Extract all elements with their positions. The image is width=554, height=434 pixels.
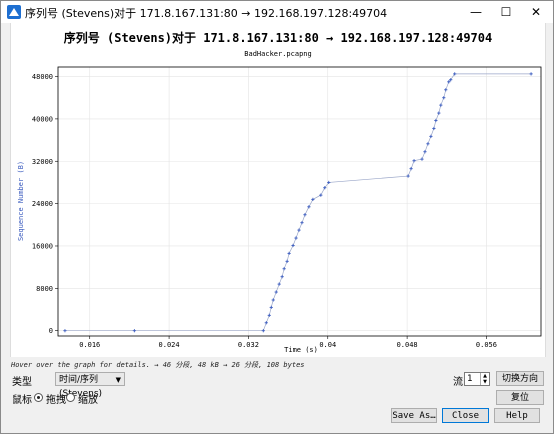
y-axis-ticks: 0 8000 16000 24000 32000 40000 48000 [32,73,58,335]
graph-type-select[interactable]: 时间/序列 (Stevens) ▼ [55,372,125,399]
zoom-radio-label[interactable]: 缩放 [78,395,98,406]
data-point [291,243,295,248]
data-point [447,80,451,84]
data-point [271,298,275,302]
type-label: 类型 [12,377,32,388]
data-point [277,282,281,286]
window-title: 序列号 (Stevens)对于 171.8.167.131:80 → 192.1… [25,7,388,20]
chart-subtitle: BadHacker.pcapng [244,50,311,58]
spin-arrows-icon[interactable]: ▲ ▼ [480,373,489,385]
y-axis-label: Sequence Number (B) [17,161,25,241]
x-tick-label: 0.04 [319,341,336,349]
plot-frame [57,66,542,337]
data-point [453,72,457,76]
data-point [426,142,430,146]
data-point [287,251,291,255]
data-point [412,159,416,163]
data-point [261,329,265,333]
data-point [297,228,301,232]
drag-radio[interactable] [34,393,43,402]
data-point [437,111,441,115]
y-tick-label: 40000 [32,115,53,123]
x-tick-label: 0.032 [238,341,259,349]
data-point [323,186,327,190]
x-tick-label: 0.016 [79,341,100,349]
data-point [434,118,438,123]
data-point [420,157,424,161]
data-point [132,329,136,333]
data-point [300,221,304,225]
x-tick-label: 0.024 [159,341,180,349]
minimize-button[interactable]: — [470,5,482,19]
data-point [319,193,323,197]
data-point [327,180,331,185]
help-button[interactable]: Help [494,408,540,423]
data-point [303,213,307,217]
grid-lines [58,67,541,336]
data-point [264,321,268,325]
data-point [294,236,298,240]
y-tick-label: 48000 [32,73,53,81]
stream-spinbox[interactable]: 1 ▲ ▼ [464,372,490,386]
data-point [449,78,453,82]
reset-button[interactable]: 复位 [496,390,544,405]
mouse-label: 鼠标 [12,395,32,406]
data-point [307,205,311,209]
data-point [285,259,289,263]
save-as-button[interactable]: Save As… [391,408,437,423]
x-axis-ticks: 0.016 0.024 0.032 0.04 0.048 0.056 [79,336,497,349]
data-point [429,134,433,138]
stream-label: 流 [453,377,463,388]
switch-direction-button[interactable]: 切换方向 [496,371,544,386]
data-point [409,167,413,171]
y-tick-label: 16000 [32,242,53,250]
data-point [274,290,278,294]
y-tick-label: 32000 [32,158,53,166]
data-point [269,305,273,310]
y-tick-label: 8000 [36,285,53,293]
title-bar[interactable]: 序列号 (Stevens)对于 171.8.167.131:80 → 192.1… [1,1,553,23]
chart-title: 序列号 (Stevens)对于 171.8.167.131:80 → 192.1… [64,30,492,45]
data-point [282,267,286,271]
sequence-line [64,73,532,332]
data-points [63,72,533,333]
drag-radio-label[interactable]: 拖拽 [46,395,66,406]
close-button[interactable]: Close [442,408,489,423]
y-tick-label: 24000 [32,200,53,208]
data-point [432,126,436,131]
graph-type-value: 时间/序列 (Stevens) [59,375,103,399]
data-point [529,72,533,76]
data-point [267,313,271,317]
y-tick-label: 0 [49,327,53,335]
data-point [311,197,315,201]
graph-area[interactable]: 序列号 (Stevens)对于 171.8.167.131:80 → 192.1… [10,23,546,357]
chevron-down-icon: ▼ [115,376,121,384]
close-window-button[interactable]: ✕ [530,5,542,19]
data-point [63,329,67,333]
x-tick-label: 0.056 [476,341,497,349]
sequence-chart[interactable]: 序列号 (Stevens)对于 171.8.167.131:80 → 192.1… [11,23,545,357]
data-point [406,174,410,178]
wireshark-fin-icon [7,5,21,19]
status-hint: Hover over the graph for details. → 46 分… [11,361,305,369]
x-tick-label: 0.048 [397,341,418,349]
maximize-button[interactable]: ☐ [500,5,512,19]
data-point [423,150,427,154]
data-point [439,103,443,107]
stream-value: 1 [467,374,473,384]
data-point [444,88,448,92]
data-point [280,275,284,279]
x-axis-label: Time (s) [284,346,318,354]
data-point [442,96,446,100]
zoom-radio[interactable] [66,393,75,402]
